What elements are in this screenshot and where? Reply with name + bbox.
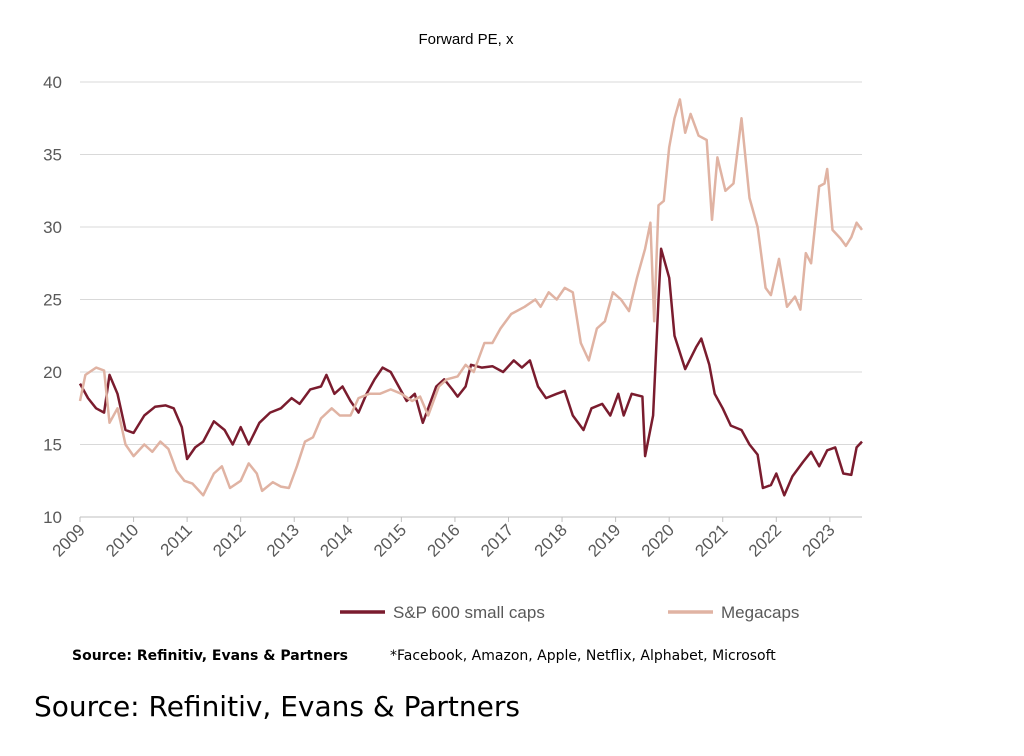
- y-tick-label: 15: [43, 436, 62, 455]
- x-tick-label: 2023: [799, 520, 839, 560]
- caption: Source: Refinitiv, Evans & Partners: [34, 690, 520, 723]
- footnote: *Facebook, Amazon, Apple, Netflix, Alpha…: [390, 648, 776, 664]
- y-tick-label: 10: [43, 508, 62, 527]
- x-tick-label: 2010: [102, 520, 142, 560]
- legend-label: S&P 600 small caps: [393, 603, 545, 622]
- series-line: [78, 98, 863, 497]
- y-tick-label: 20: [43, 363, 62, 382]
- source-note: Source: Refinitiv, Evans & Partners: [72, 648, 348, 664]
- chart-title: Forward PE, x: [418, 31, 514, 48]
- x-tick-label: 2011: [157, 520, 196, 559]
- x-tick-label: 2013: [263, 520, 303, 560]
- series-line: [78, 247, 863, 497]
- x-tick-label: 2015: [370, 520, 410, 560]
- y-tick-label: 30: [43, 218, 62, 237]
- x-tick-label: 2012: [209, 520, 249, 560]
- x-tick-label: 2020: [638, 520, 678, 560]
- y-tick-label: 40: [43, 73, 62, 92]
- y-tick-label: 35: [43, 146, 62, 165]
- x-tick-label: 2021: [691, 520, 731, 560]
- legend-label: Megacaps: [721, 603, 799, 622]
- x-tick-label: 2019: [584, 520, 624, 560]
- x-tick-label: 2014: [316, 520, 356, 560]
- x-tick-label: 2018: [531, 520, 571, 560]
- y-tick-label: 25: [43, 291, 62, 310]
- x-tick-label: 2017: [477, 520, 517, 560]
- x-tick-label: 2022: [745, 520, 785, 560]
- x-tick-label: 2016: [424, 520, 464, 560]
